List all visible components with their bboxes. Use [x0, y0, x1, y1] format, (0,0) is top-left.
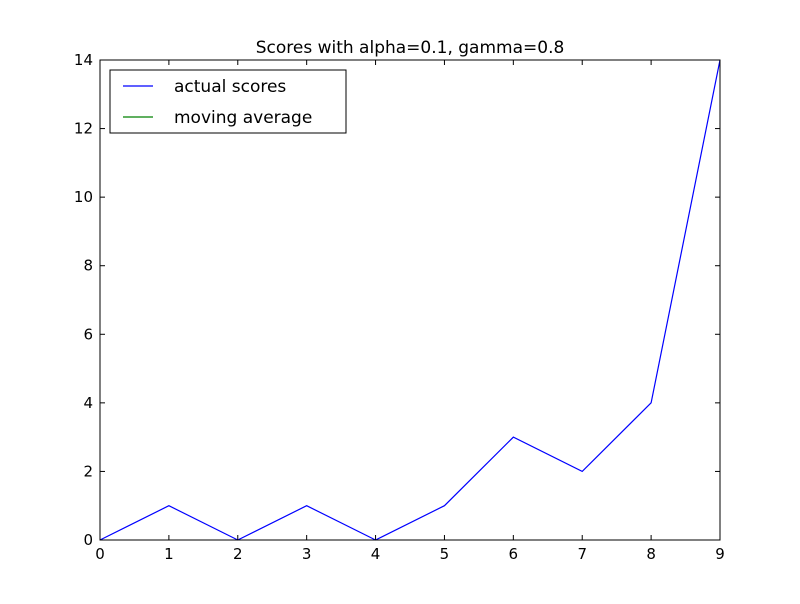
legend-box: [109, 69, 347, 134]
x-tick-label: 3: [302, 545, 312, 563]
y-tick-label: 4: [83, 394, 93, 412]
y-tick-label: 2: [83, 462, 93, 480]
y-tick-label: 10: [74, 188, 93, 206]
legend-label-1: moving average: [174, 108, 312, 128]
x-tick-label: 4: [371, 545, 381, 563]
legend-label-0: actual scores: [174, 77, 286, 97]
y-tick-label: 6: [83, 325, 93, 343]
x-tick-label: 6: [509, 545, 519, 563]
series-line-0: [99, 59, 721, 541]
plot-frame: [99, 59, 721, 541]
y-tick-label: 12: [74, 120, 93, 138]
x-tick-label: 8: [646, 545, 656, 563]
x-tick-label: 5: [440, 545, 450, 563]
x-tick-label: 1: [164, 545, 174, 563]
chart-legend: actual scores moving average: [109, 69, 347, 134]
x-tick-label: 2: [233, 545, 243, 563]
x-tick-label: 9: [715, 545, 725, 563]
y-tick-label: 14: [74, 51, 93, 69]
chart-title: Scores with alpha=0.1, gamma=0.8: [256, 38, 565, 58]
x-tick-label: 7: [577, 545, 587, 563]
y-tick-label: 0: [83, 531, 93, 549]
y-tick-label: 8: [83, 257, 93, 275]
x-tick-label: 0: [95, 545, 105, 563]
